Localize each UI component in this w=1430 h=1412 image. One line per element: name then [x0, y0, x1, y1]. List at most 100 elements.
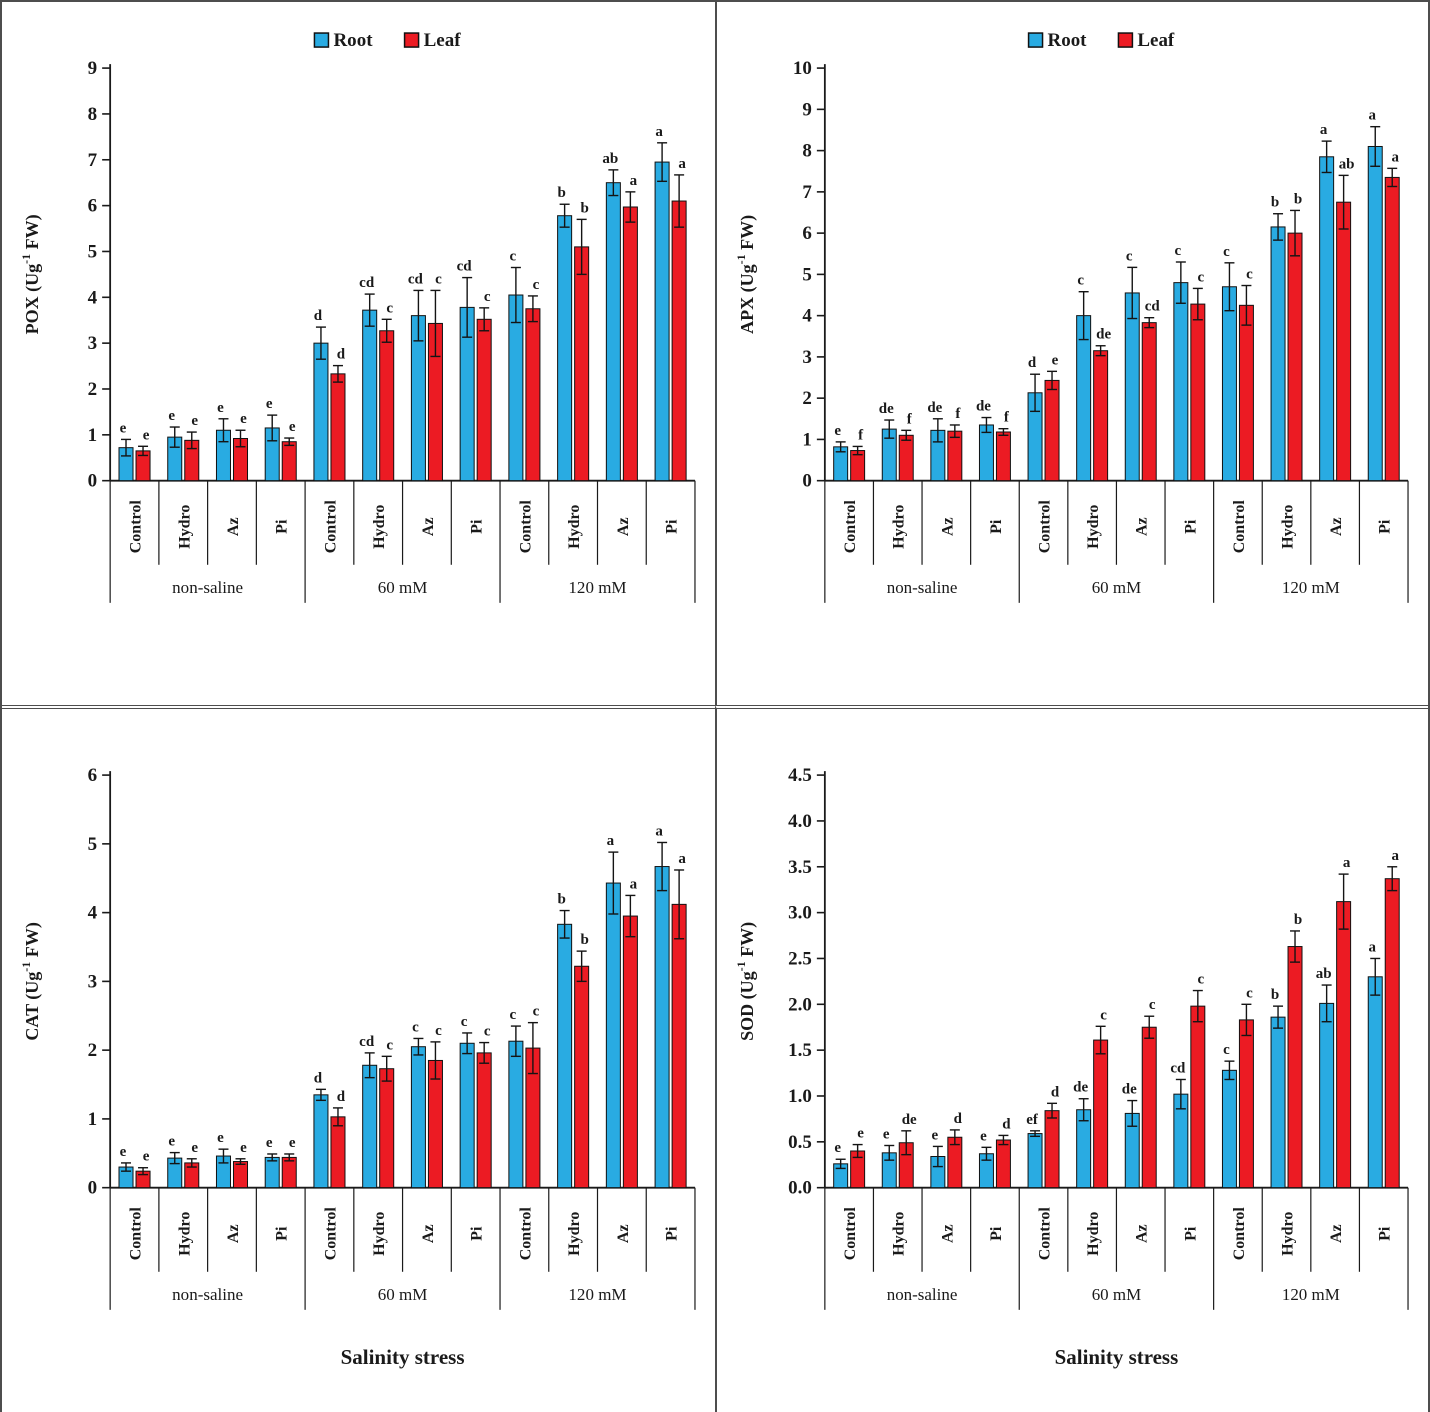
treatment-label: Pi: [664, 1226, 681, 1241]
y-tick-label: 8: [88, 104, 98, 125]
significance-letter: c: [461, 1014, 468, 1030]
significance-letter: c: [1077, 273, 1084, 289]
significance-letter: a: [1320, 122, 1328, 138]
legend-swatch-root: [1027, 32, 1044, 48]
pox-chart: 0 1 2 3 4 5 6 7 8 9 Control Hydro Az Pi Control Hydro Az…: [19, 30, 696, 603]
significance-letter: d: [337, 347, 346, 363]
apx-chart: 0 1 2 3 4 5 6 7 8 9 10 Control Hydro Az Pi Control Hydro…: [734, 30, 1409, 603]
treatment-label: Control: [128, 500, 145, 554]
treatment-label: Control: [842, 1207, 859, 1261]
significance-letter: e: [932, 1127, 939, 1143]
treatment-label: Control: [517, 500, 534, 554]
bar-root-120mM-control: [1221, 1069, 1237, 1189]
significance-letter: e: [143, 1149, 150, 1165]
panel-apx: 0 1 2 3 4 5 6 7 8 9 10 Control Hydro Az Pi Control Hydro…: [715, 2, 1428, 705]
bar-root-60mM-pi: [1173, 282, 1189, 482]
treatment-label: Az: [225, 1224, 242, 1243]
bar-root-60mM-az: [410, 1046, 426, 1189]
significance-letter: a: [678, 156, 686, 172]
significance-letter: d: [314, 1070, 323, 1086]
treatment-label: Control: [1231, 1207, 1248, 1261]
treatment-label: Hydro: [1085, 505, 1102, 549]
group-label: 60 mM: [378, 578, 428, 597]
y-tick-label: 1: [88, 1109, 98, 1130]
treatment-label: Hydro: [566, 505, 583, 549]
y-axis-title: CAT (Ug-1 FW): [19, 922, 43, 1040]
y-tick-label: 3.5: [788, 857, 812, 878]
bar-leaf-120mM-hydro: [1287, 232, 1303, 482]
legend-label-leaf: Leaf: [1137, 30, 1175, 51]
legend-swatch-leaf: [403, 32, 420, 48]
treatment-label: Az: [1328, 517, 1345, 536]
treatment-label: Az: [939, 517, 956, 536]
significance-letter: e: [980, 1128, 987, 1144]
y-tick-label: 3.0: [788, 903, 812, 924]
bar-leaf-60mM-pi: [476, 318, 492, 482]
significance-letter: e: [266, 396, 273, 412]
group-label: 60 mM: [1092, 1285, 1141, 1304]
significance-letter: b: [557, 185, 565, 201]
y-tick-label: 1: [88, 425, 98, 446]
bar-leaf-non-saline-az: [947, 430, 963, 482]
significance-letter: de: [1122, 1082, 1137, 1098]
bar-root-120mM-hydro: [557, 923, 573, 1189]
bar-leaf-60mM-hydro: [1093, 1039, 1109, 1189]
bar-leaf-non-saline-az: [232, 1161, 249, 1189]
significance-letter: c: [1223, 1042, 1230, 1058]
y-tick-label: 2: [88, 1040, 98, 1061]
y-tick-label: 7: [802, 182, 812, 203]
y-tick-label: 0.5: [788, 1132, 812, 1153]
treatment-label: Hydro: [176, 505, 193, 549]
group-label: 60 mM: [1092, 578, 1141, 597]
significance-letter: cd: [1145, 299, 1161, 315]
legend-label-root: Root: [333, 30, 373, 51]
y-tick-label: 4.5: [788, 765, 812, 786]
bar-leaf-60mM-pi: [476, 1052, 492, 1189]
group-label: 120 mM: [568, 578, 626, 597]
significance-letter: a: [655, 124, 663, 140]
bar-leaf-non-saline-pi: [995, 431, 1011, 482]
bar-leaf-60mM-hydro: [379, 330, 395, 482]
y-tick-label: 0.0: [788, 1178, 812, 1199]
cat-chart: 0 1 2 3 4 5 6 Control Hydro Az Pi Control Hydro Az Pi C…: [19, 765, 696, 1369]
significance-letter: e: [266, 1135, 273, 1151]
treatment-label: Hydro: [371, 505, 388, 549]
bar-root-120mM-control: [508, 1040, 524, 1189]
y-tick-label: 5: [88, 834, 98, 855]
significance-letter: c: [510, 1007, 517, 1023]
treatment-label: Az: [420, 1224, 437, 1243]
significance-letter: e: [168, 408, 175, 424]
significance-letter: c: [1197, 269, 1204, 285]
bar-root-120mM-az: [1319, 1002, 1335, 1189]
significance-letter: de: [1096, 327, 1111, 343]
y-tick-label: 1: [802, 429, 811, 450]
significance-letter: a: [607, 833, 615, 849]
bar-root-120mM-hydro: [1270, 226, 1286, 482]
significance-letter: e: [289, 419, 296, 435]
bar-root-60mM-control: [313, 1094, 329, 1189]
group-label: 60 mM: [378, 1285, 428, 1304]
significance-letter: de: [976, 399, 991, 415]
significance-letter: f: [907, 411, 913, 427]
significance-letter: c: [386, 300, 393, 316]
bar-leaf-120mM-az: [1336, 901, 1352, 1189]
bar-leaf-60mM-az: [1141, 322, 1157, 482]
y-axis-title: APX (Ug-1 FW): [734, 215, 758, 334]
significance-letter: e: [289, 1135, 296, 1151]
significance-letter: f: [858, 427, 864, 443]
y-tick-label: 1.0: [788, 1086, 812, 1107]
x-axis-title: Salinity stress: [341, 1345, 465, 1369]
treatment-label: Control: [128, 1207, 145, 1261]
significance-letter: ab: [1339, 156, 1355, 172]
significance-letter: e: [1052, 352, 1059, 368]
significance-letter: c: [1246, 985, 1253, 1001]
y-tick-label: 2.5: [788, 948, 812, 969]
y-tick-label: 0: [88, 1178, 98, 1199]
y-tick-label: 7: [88, 150, 98, 171]
y-tick-label: 6: [88, 196, 98, 217]
treatment-label: Hydro: [371, 1212, 388, 1256]
significance-letter: b: [580, 932, 588, 948]
bar-leaf-60mM-hydro: [1093, 350, 1109, 482]
significance-letter: e: [240, 411, 247, 427]
treatment-label: Hydro: [566, 1212, 583, 1256]
